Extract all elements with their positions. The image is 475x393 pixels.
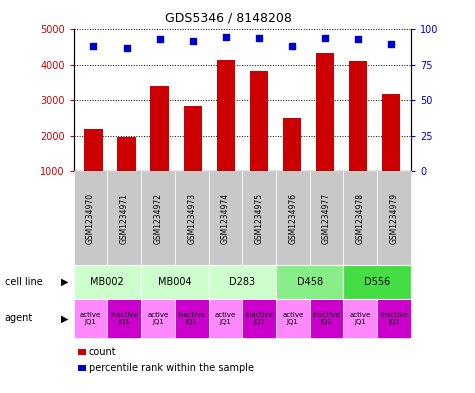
Text: MB002: MB002 (90, 277, 124, 287)
Text: percentile rank within the sample: percentile rank within the sample (89, 363, 254, 373)
Bar (85, 129, 103, 171)
Text: active
JQ1: active JQ1 (215, 312, 236, 325)
Text: GSM1234977: GSM1234977 (322, 193, 331, 244)
Text: GSM1234979: GSM1234979 (390, 193, 399, 244)
Text: GSM1234975: GSM1234975 (255, 193, 264, 244)
Text: ▶: ▶ (61, 313, 69, 323)
Text: GSM1234972: GSM1234972 (153, 193, 162, 244)
Point (255, 35, 263, 41)
Bar (250, 71, 268, 171)
Text: GSM1234971: GSM1234971 (120, 193, 129, 244)
Text: active
JQ1: active JQ1 (147, 312, 169, 325)
Point (354, 36, 362, 42)
Text: D283: D283 (229, 277, 255, 287)
Text: MB004: MB004 (158, 277, 191, 287)
Text: inactive
JQ1: inactive JQ1 (110, 312, 138, 325)
Text: D556: D556 (364, 277, 390, 287)
Text: active
JQ1: active JQ1 (80, 312, 101, 325)
Bar (151, 86, 169, 171)
Text: inactive
JQ1: inactive JQ1 (178, 312, 206, 325)
Bar (217, 59, 235, 171)
Bar (382, 94, 400, 171)
Text: GSM1234973: GSM1234973 (187, 193, 196, 244)
Text: GSM1234970: GSM1234970 (86, 193, 95, 244)
Point (90, 43, 97, 50)
Text: count: count (89, 347, 116, 357)
Point (156, 36, 163, 42)
Bar (283, 118, 301, 171)
Text: ▶: ▶ (61, 277, 69, 287)
Point (123, 45, 130, 51)
Text: agent: agent (5, 313, 33, 323)
Point (189, 38, 197, 44)
Point (288, 43, 295, 50)
Point (321, 35, 329, 41)
Bar (316, 53, 334, 171)
Text: GDS5346 / 8148208: GDS5346 / 8148208 (164, 12, 292, 25)
Bar (183, 105, 202, 171)
Text: active
JQ1: active JQ1 (350, 312, 371, 325)
Text: inactive
JQ1: inactive JQ1 (313, 312, 341, 325)
Text: GSM1234974: GSM1234974 (221, 193, 230, 244)
Text: inactive
JQ1: inactive JQ1 (245, 312, 273, 325)
Text: cell line: cell line (5, 277, 42, 287)
Text: GSM1234978: GSM1234978 (356, 193, 365, 244)
Bar (117, 137, 136, 171)
Text: D458: D458 (296, 277, 323, 287)
Text: GSM1234976: GSM1234976 (288, 193, 297, 244)
Point (387, 40, 395, 47)
Point (222, 33, 229, 40)
Text: inactive
JQ1: inactive JQ1 (380, 312, 408, 325)
Text: active
JQ1: active JQ1 (282, 312, 304, 325)
Bar (349, 61, 367, 171)
